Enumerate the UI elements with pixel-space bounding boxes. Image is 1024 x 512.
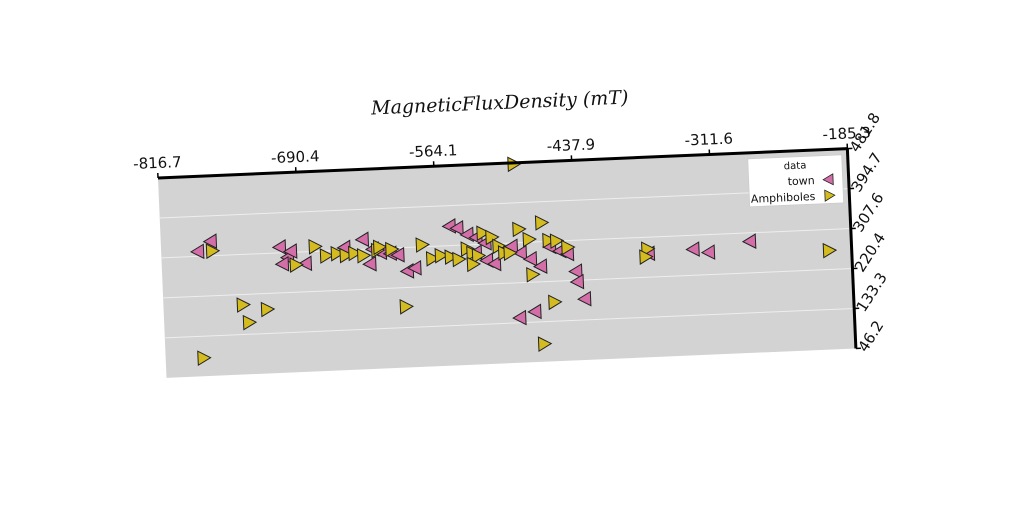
y-tick-label-1: 394.7	[847, 149, 885, 195]
y-tick-label-4: 133.3	[853, 269, 891, 315]
point-amphiboles-30	[512, 221, 527, 238]
x-axis-ticks: -816.7 -690.4 -564.1 -437.9 -311.6 -185.3	[133, 124, 871, 179]
legend-box	[747, 154, 845, 208]
point-amphiboles-42	[822, 242, 838, 259]
point-town-27	[532, 258, 548, 274]
gridline-y-4	[164, 307, 855, 339]
point-town-38	[700, 244, 716, 260]
point-amphiboles-15	[399, 299, 414, 315]
point-town-15	[407, 259, 422, 276]
point-town-2	[271, 239, 287, 255]
plot-background	[158, 148, 856, 378]
gridline-y-2	[161, 228, 851, 259]
point-town-10	[362, 255, 377, 272]
point-town-34	[527, 303, 542, 320]
point-amphiboles-0	[205, 243, 221, 260]
legend-marker-amphiboles	[824, 189, 836, 202]
point-town-32	[569, 273, 585, 290]
point-amphiboles-38	[548, 294, 563, 311]
point-amphiboles-36	[549, 233, 565, 250]
point-amphiboles-23	[471, 248, 487, 264]
point-town-33	[577, 290, 592, 307]
point-amphiboles-3	[242, 314, 258, 331]
point-town-6	[297, 255, 313, 272]
point-amphiboles-5	[289, 257, 304, 273]
point-amphiboles-2	[236, 297, 251, 313]
point-amphiboles-17	[425, 251, 441, 267]
point-town-1	[202, 233, 218, 249]
point-amphiboles-19	[444, 249, 459, 265]
point-amphiboles-14	[385, 241, 400, 258]
y-tick-label-2: 307.6	[849, 189, 887, 235]
x-axis-line	[157, 147, 848, 180]
point-town-37	[685, 241, 700, 257]
legend-symbol-amphiboles	[824, 189, 836, 202]
gridlines	[159, 188, 855, 339]
data-markers	[189, 156, 838, 367]
point-town-17	[449, 220, 464, 236]
point-amphiboles-13	[372, 239, 388, 256]
point-amphiboles-31	[522, 231, 537, 248]
point-town-0	[189, 243, 205, 260]
legend-title: data	[784, 160, 807, 172]
legend-label-town: town	[787, 174, 815, 188]
point-amphiboles-37	[561, 239, 576, 256]
point-amphiboles-4	[260, 301, 276, 318]
point-amphiboles-18	[434, 247, 450, 264]
point-amphiboles-34	[534, 215, 550, 231]
point-amphiboles-33	[537, 336, 553, 352]
point-town-8	[354, 231, 370, 248]
x-tick-label-5: -185.3	[822, 124, 871, 144]
y-tick-label-5: 46.2	[854, 317, 887, 355]
point-town-31	[568, 263, 583, 279]
point-town-39	[741, 233, 757, 249]
x-tick-label-4: -311.6	[684, 129, 733, 149]
point-amphiboles-7	[319, 248, 335, 264]
point-amphiboles-8	[330, 245, 346, 262]
legend: data town Amphiboles	[747, 154, 845, 208]
point-amphiboles-20	[452, 251, 467, 268]
point-amphiboles-24	[476, 225, 491, 242]
point-town-35	[512, 309, 527, 326]
point-town-23	[486, 255, 502, 272]
y-tick-label-3: 220.4	[851, 229, 889, 275]
point-amphiboles-11	[356, 247, 372, 264]
point-amphiboles-41	[466, 256, 482, 273]
point-amphiboles-9	[339, 247, 354, 264]
point-amphiboles-40	[639, 249, 654, 265]
point-amphiboles-1	[197, 350, 212, 367]
point-amphiboles-6	[308, 239, 323, 255]
point-town-4	[274, 255, 290, 272]
y-axis-line	[845, 148, 858, 349]
legend-label-amphiboles: Amphiboles	[751, 190, 816, 206]
gridline-y-1	[159, 188, 850, 219]
point-amphiboles-35	[542, 232, 557, 249]
point-town-5	[282, 243, 298, 259]
plot-area: -816.7 -690.4 -564.1 -437.9 -311.6 -185.3 481…	[133, 109, 891, 378]
point-amphiboles-10	[348, 245, 363, 262]
x-tick-label-0: -816.7	[133, 153, 182, 173]
legend-marker-town	[822, 173, 834, 186]
point-town-13	[390, 246, 405, 263]
legend-symbol-town	[822, 173, 834, 186]
x-tick-label-3: -437.9	[546, 135, 595, 155]
chart-title: MagneticFluxDensity (mT)	[370, 87, 629, 120]
point-amphiboles-28	[503, 245, 518, 262]
x-tick-label-1: -690.4	[271, 147, 320, 167]
point-town-26	[522, 250, 538, 267]
point-amphiboles-16	[415, 237, 430, 253]
gridline-y-3	[163, 268, 853, 299]
point-amphiboles-32	[526, 266, 541, 283]
x-tick-label-2: -564.1	[409, 141, 458, 161]
point-town-25	[512, 244, 528, 261]
